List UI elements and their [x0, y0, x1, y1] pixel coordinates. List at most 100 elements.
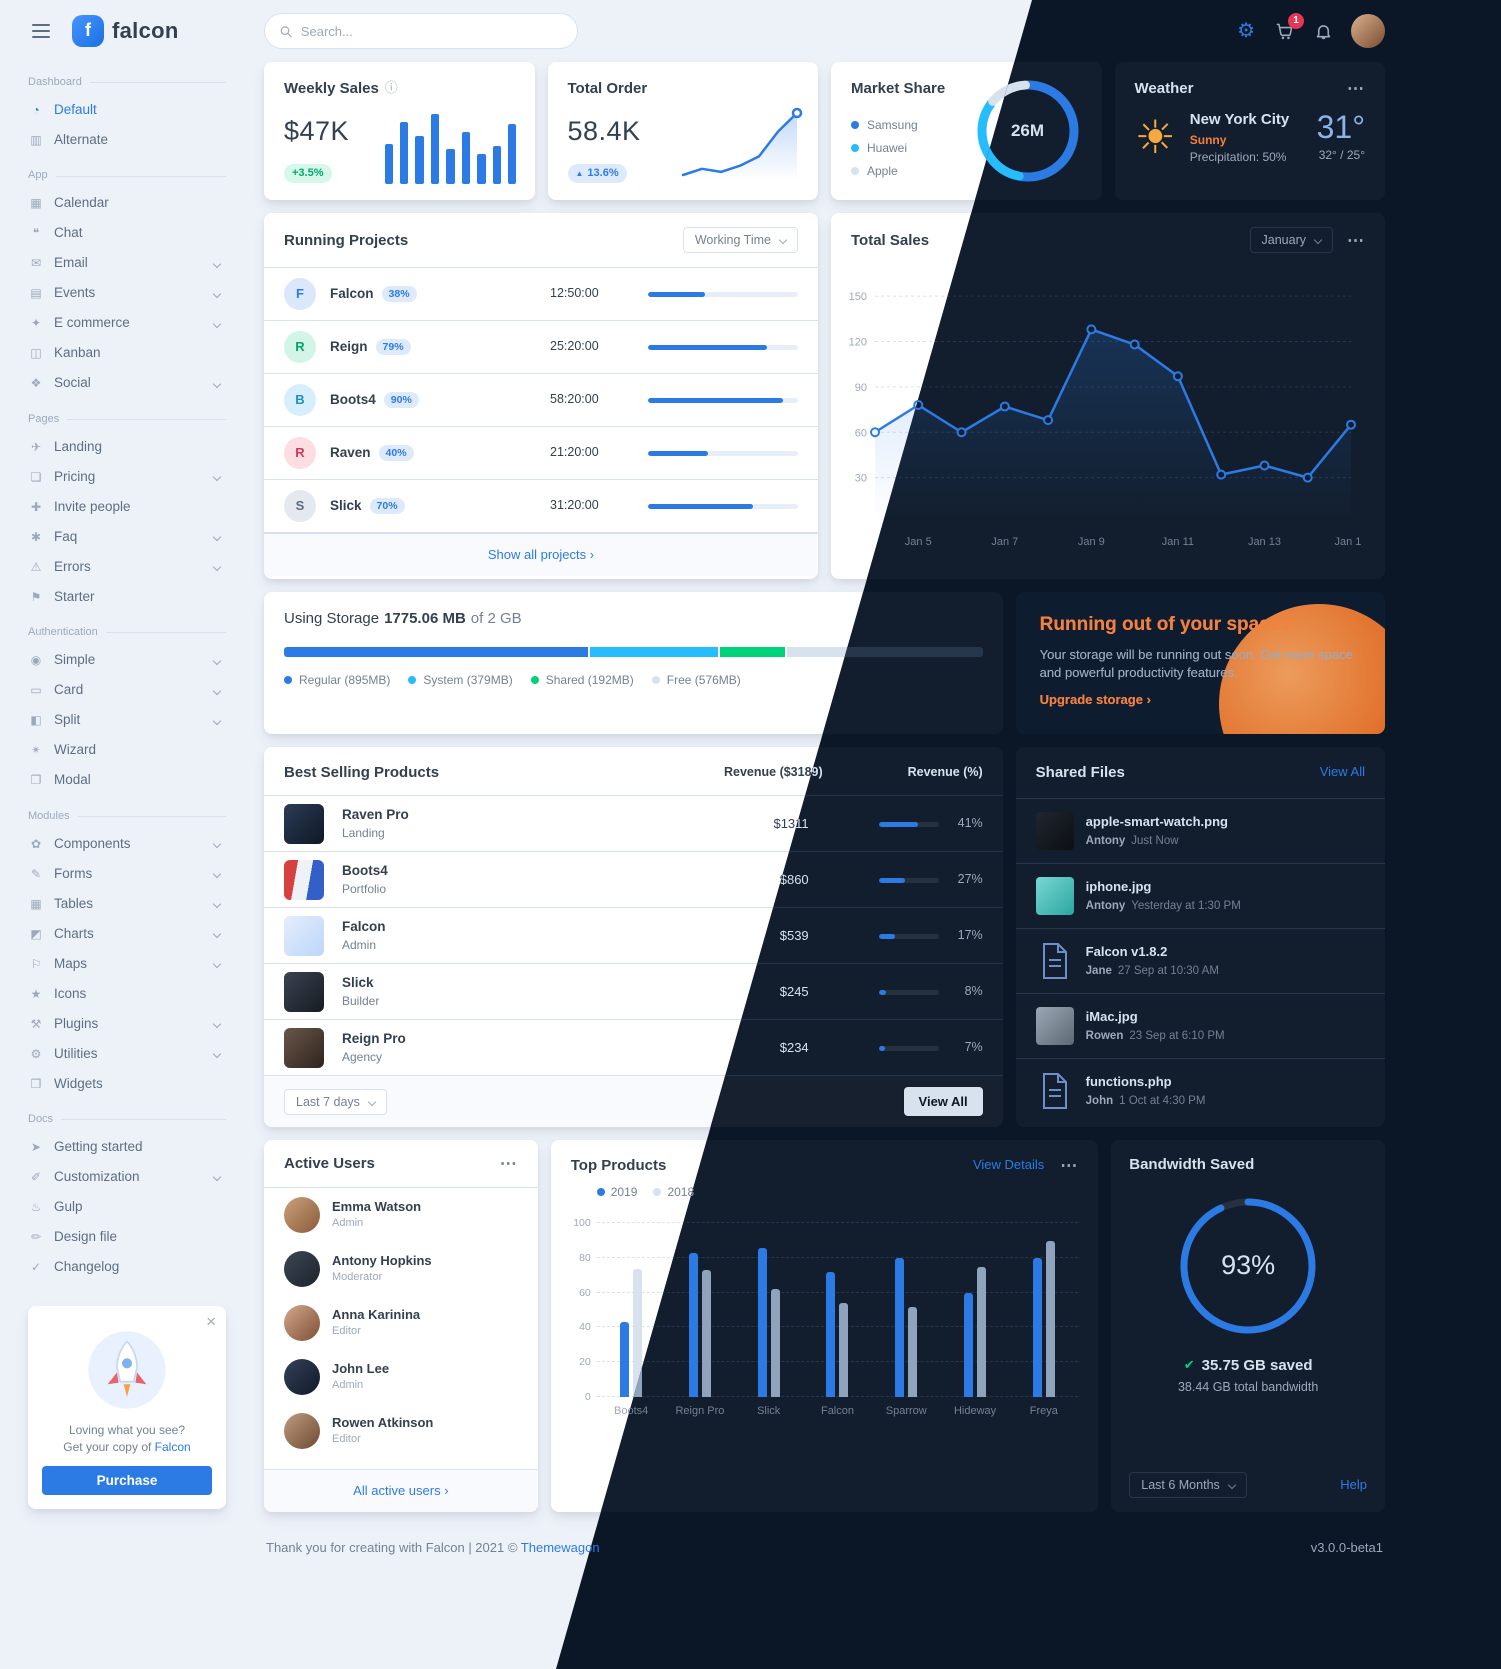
- settings-gear-icon[interactable]: ⚙: [1237, 20, 1255, 42]
- user-photo-avatar: [284, 1359, 320, 1395]
- sidebar-item-faq[interactable]: ✱Faq: [28, 522, 226, 552]
- sidebar-item-forms[interactable]: ✎Forms: [28, 859, 226, 889]
- product-category[interactable]: Portfolio: [342, 882, 387, 897]
- kebab-menu-icon[interactable]: ⋯: [1347, 230, 1365, 250]
- hamburger-menu-icon[interactable]: [28, 20, 54, 42]
- sidebar-item-errors[interactable]: ⚠Errors: [28, 552, 226, 582]
- sidebar-item-pricing[interactable]: ❏Pricing: [28, 462, 226, 492]
- legend-item: Apple: [851, 163, 974, 180]
- product-category[interactable]: Landing: [342, 826, 385, 841]
- sidebar-item-getting-started[interactable]: ➤Getting started: [28, 1132, 226, 1162]
- product-name[interactable]: Boots4: [342, 863, 388, 879]
- svg-text:30: 30: [855, 473, 867, 485]
- search-box[interactable]: [264, 13, 578, 49]
- project-name[interactable]: Raven: [330, 444, 371, 460]
- close-icon[interactable]: ×: [206, 1312, 216, 1332]
- sidebar-item-chat[interactable]: ❝Chat: [28, 219, 226, 249]
- file-name[interactable]: apple-smart-watch.png: [1085, 813, 1228, 829]
- product-category[interactable]: Admin: [342, 938, 377, 953]
- month-select[interactable]: January: [1249, 227, 1333, 253]
- kebab-menu-icon[interactable]: ⋯: [499, 1154, 518, 1173]
- product-category[interactable]: Agency: [342, 1050, 383, 1065]
- view-details-link[interactable]: View Details: [972, 1157, 1045, 1173]
- working-time-select[interactable]: Working Time: [682, 227, 798, 253]
- user-name[interactable]: Antony Hopkins: [332, 1253, 432, 1269]
- search-input[interactable]: [300, 23, 563, 39]
- product-category[interactable]: Builder: [342, 994, 380, 1009]
- kebab-menu-icon[interactable]: ⋯: [1347, 79, 1365, 98]
- sidebar-item-starter[interactable]: ⚑Starter: [28, 582, 226, 612]
- sidebar-item-widgets[interactable]: ❒Widgets: [28, 1069, 226, 1099]
- project-name[interactable]: Boots4: [330, 391, 376, 407]
- sidebar-item-events[interactable]: ▤Events: [28, 279, 226, 309]
- sidebar-item-email[interactable]: ✉Email: [28, 249, 226, 279]
- sidebar-item-utilities[interactable]: ⚙Utilities: [28, 1039, 226, 1069]
- all-active-users-link[interactable]: All active users ›: [353, 1483, 449, 1499]
- product-name[interactable]: Reign Pro: [342, 1031, 406, 1047]
- file-thumbnail: [1035, 1007, 1074, 1045]
- product-name[interactable]: Slick: [342, 975, 374, 991]
- project-progress-bar: [648, 291, 798, 297]
- purchase-button[interactable]: Purchase: [42, 1465, 212, 1495]
- upgrade-storage-link[interactable]: Upgrade storage ›: [1039, 691, 1151, 707]
- info-icon[interactable]: ⓘ: [384, 80, 398, 96]
- sidebar-item-icons[interactable]: ★Icons: [28, 979, 226, 1009]
- product-pct: 7%: [964, 1040, 983, 1055]
- file-name[interactable]: functions.php: [1085, 1073, 1172, 1089]
- sidebar-item-changelog[interactable]: ✓Changelog: [28, 1252, 226, 1282]
- sidebar-item-maps[interactable]: ⚐Maps: [28, 949, 226, 979]
- kebab-menu-icon[interactable]: ⋯: [1060, 1156, 1079, 1175]
- file-time: 27 Sep at 10:30 AM: [1117, 965, 1219, 978]
- bell-icon[interactable]: [1312, 20, 1335, 43]
- bandwidth-title: Bandwidth Saved: [1129, 1156, 1255, 1173]
- sidebar-item-components[interactable]: ✿Components: [28, 829, 226, 859]
- user-name[interactable]: John Lee: [332, 1361, 390, 1377]
- legend-item: Samsung: [851, 117, 974, 134]
- shared-view-all-link[interactable]: View All: [1319, 764, 1365, 780]
- last7days-select[interactable]: Last 7 days: [284, 1088, 387, 1115]
- help-link[interactable]: Help: [1340, 1476, 1367, 1492]
- sidebar-item-social[interactable]: ❖Social: [28, 369, 226, 399]
- sidebar-item-kanban[interactable]: ◫Kanban: [28, 339, 226, 369]
- sidebar-item-design-file[interactable]: ✏Design file: [28, 1222, 226, 1252]
- falcon-link[interactable]: Falcon: [154, 1440, 191, 1455]
- brand-logo[interactable]: f falcon: [72, 15, 179, 47]
- themewagon-link[interactable]: Themewagon: [520, 1540, 600, 1555]
- project-name[interactable]: Slick: [330, 497, 362, 513]
- show-all-projects-link[interactable]: Show all projects ›: [487, 547, 595, 562]
- product-name[interactable]: Raven Pro: [342, 807, 409, 823]
- user-name[interactable]: Rowen Atkinson: [332, 1415, 434, 1431]
- sidebar-item-landing[interactable]: ✈Landing: [28, 432, 226, 462]
- product-name[interactable]: Falcon: [342, 919, 386, 935]
- file-name[interactable]: Falcon v1.8.2: [1085, 943, 1168, 959]
- sidebar-item-ecommerce[interactable]: ✦E commerce: [28, 309, 226, 339]
- file-name[interactable]: iMac.jpg: [1085, 1008, 1138, 1024]
- user-avatar[interactable]: [1351, 14, 1385, 48]
- sidebar-item-simple[interactable]: ◉Simple: [28, 646, 226, 676]
- sidebar-item-default[interactable]: ◔Default: [28, 95, 226, 125]
- last6months-select[interactable]: Last 6 Months: [1129, 1472, 1247, 1498]
- file-name[interactable]: iphone.jpg: [1085, 878, 1152, 894]
- upgrade-storage-link[interactable]: Upgrade storage ›: [1039, 691, 1151, 707]
- sidebar-item-tables[interactable]: ▦Tables: [28, 889, 226, 919]
- user-plus-icon: ✚: [30, 499, 42, 514]
- view-all-button[interactable]: View All: [903, 1087, 983, 1116]
- user-name[interactable]: Emma Watson: [332, 1199, 422, 1215]
- sidebar-item-card[interactable]: ▭Card: [28, 676, 226, 706]
- project-name[interactable]: Falcon: [330, 285, 374, 301]
- file-icon: [1042, 1073, 1067, 1109]
- sidebar-item-wizard[interactable]: ✴Wizard: [28, 736, 226, 766]
- sidebar-item-alternate[interactable]: ▥Alternate: [28, 125, 226, 155]
- sidebar-item-plugins[interactable]: ⚒Plugins: [28, 1009, 226, 1039]
- sidebar-item-calendar[interactable]: ▦Calendar: [28, 189, 226, 219]
- user-name[interactable]: Anna Karinina: [332, 1307, 421, 1323]
- sidebar-item-charts[interactable]: ◩Charts: [28, 919, 226, 949]
- sidebar-item-split[interactable]: ◧Split: [28, 706, 226, 736]
- sidebar-item-modal[interactable]: ❐Modal: [28, 766, 226, 796]
- sidebar-item-customization[interactable]: ✐Customization: [28, 1162, 226, 1192]
- sidebar-item-gulp[interactable]: ♨Gulp: [28, 1192, 226, 1222]
- cart-icon[interactable]: 1: [1273, 12, 1304, 43]
- svg-text:Jan 5: Jan 5: [905, 536, 932, 548]
- project-name[interactable]: Reign: [330, 338, 368, 354]
- sidebar-item-invite-people[interactable]: ✚Invite people: [28, 492, 226, 522]
